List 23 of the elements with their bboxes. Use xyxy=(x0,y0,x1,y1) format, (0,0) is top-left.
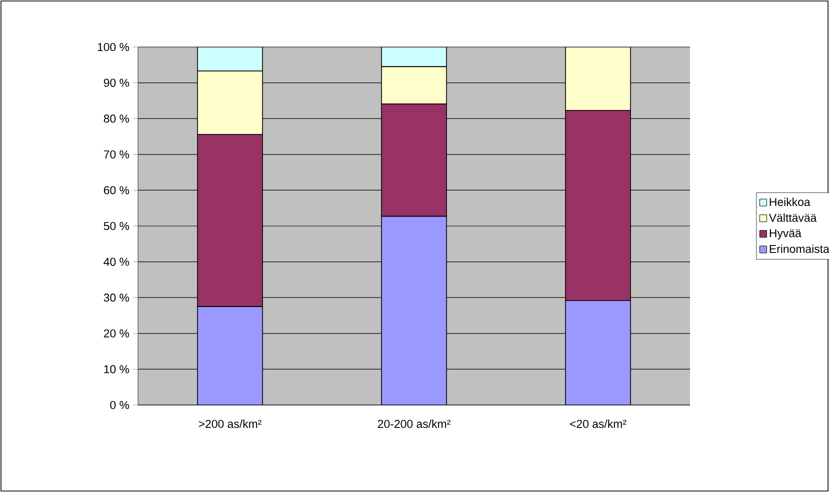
y-tick-label: 0 % xyxy=(110,400,130,410)
y-tick-label: 50 % xyxy=(104,222,130,230)
x-tick-label: <20 as/km² xyxy=(570,420,626,428)
y-tick-label: 20 % xyxy=(104,329,130,338)
bar xyxy=(565,300,631,405)
y-tick-label: 70 % xyxy=(104,150,130,158)
bar xyxy=(381,46,447,68)
bar xyxy=(197,46,263,72)
bar xyxy=(197,306,263,405)
y-tick-label: 80 % xyxy=(104,114,130,123)
y-tick-label: 10 % xyxy=(104,365,130,374)
y-tick-label: 40 % xyxy=(104,258,130,266)
legend-label: Välttävää xyxy=(768,213,817,222)
legend-label: Hyvää xyxy=(770,229,802,240)
legend-label: Erinomaista xyxy=(770,244,829,253)
legend-label: Heikkoa xyxy=(770,198,810,206)
y-tick-label: 30 % xyxy=(104,294,130,302)
bar xyxy=(381,216,447,405)
y-tick-label: 100 % xyxy=(98,42,130,52)
y-tick-label: 90 % xyxy=(104,78,130,87)
y-tick-label: 60 % xyxy=(104,186,130,194)
x-tick-label: 20-200 as/km² xyxy=(378,420,450,428)
x-tick-label: >200 as/km² xyxy=(198,420,262,428)
